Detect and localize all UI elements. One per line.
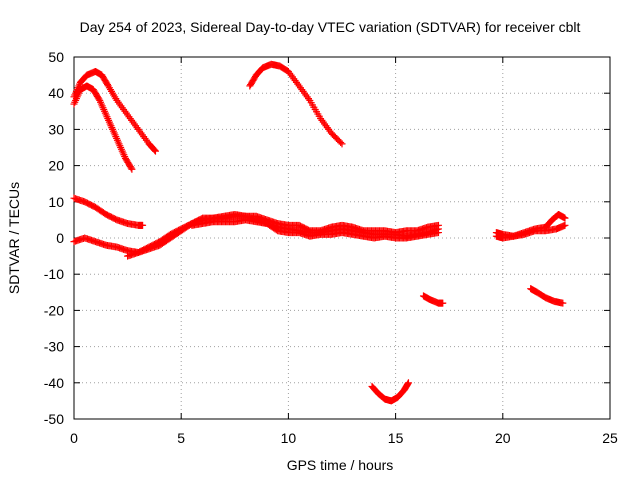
- y-tick-label: -10: [44, 266, 64, 282]
- x-tick-label: 25: [602, 430, 618, 446]
- y-tick-label: 40: [48, 85, 64, 101]
- y-tick-labels: -50 -40 -30 -20 -10 0 10 20 30 40 50: [44, 49, 64, 427]
- series-track-12: [368, 379, 412, 405]
- y-tick-label: 20: [48, 158, 64, 174]
- x-tick-label: 15: [388, 430, 404, 446]
- data-point: [337, 139, 345, 147]
- x-tick-label: 10: [281, 430, 297, 446]
- grid-lines: [74, 57, 610, 419]
- data-point: [561, 221, 569, 229]
- y-tick-label: -30: [44, 339, 64, 355]
- series-track-9: [492, 210, 569, 242]
- x-tick-labels: 0 5 10 15 20 25: [70, 430, 618, 446]
- series-track-4: [70, 194, 147, 229]
- data-point: [434, 229, 442, 237]
- y-axis-label: SDTVAR / TECUs: [6, 182, 22, 294]
- data-point: [128, 165, 136, 173]
- x-tick-label: 5: [177, 430, 185, 446]
- y-tick-label: -40: [44, 375, 64, 391]
- series-track-2: [70, 82, 136, 173]
- y-tick-label: 30: [48, 121, 64, 137]
- series-track-3: [246, 60, 346, 148]
- data-point: [139, 221, 147, 229]
- data-point: [95, 95, 103, 103]
- x-tick-label: 0: [70, 430, 78, 446]
- data-point: [151, 146, 159, 154]
- data-point: [404, 379, 412, 387]
- data-point: [338, 140, 346, 148]
- data-point: [561, 214, 569, 222]
- y-tick-label: -50: [44, 411, 64, 427]
- series-track-6: [124, 210, 442, 260]
- series-track-1: [70, 67, 159, 155]
- series-track-10: [419, 292, 447, 307]
- chart-title: Day 254 of 2023, Sidereal Day-to-day VTE…: [80, 19, 581, 35]
- y-tick-label: 10: [48, 194, 64, 210]
- data-point: [151, 147, 159, 155]
- data-point: [127, 164, 135, 172]
- x-tick-label: 20: [495, 430, 511, 446]
- y-tick-label: 50: [48, 49, 64, 65]
- series-track-7: [188, 216, 442, 242]
- data-point: [434, 221, 442, 229]
- data-points: [70, 60, 569, 405]
- data-point: [559, 299, 567, 307]
- series-track-11: [527, 285, 567, 307]
- data-point: [439, 299, 447, 307]
- y-tick-label: -20: [44, 302, 64, 318]
- x-axis-label: GPS time / hours: [287, 457, 394, 473]
- y-tick-label: 0: [56, 230, 64, 246]
